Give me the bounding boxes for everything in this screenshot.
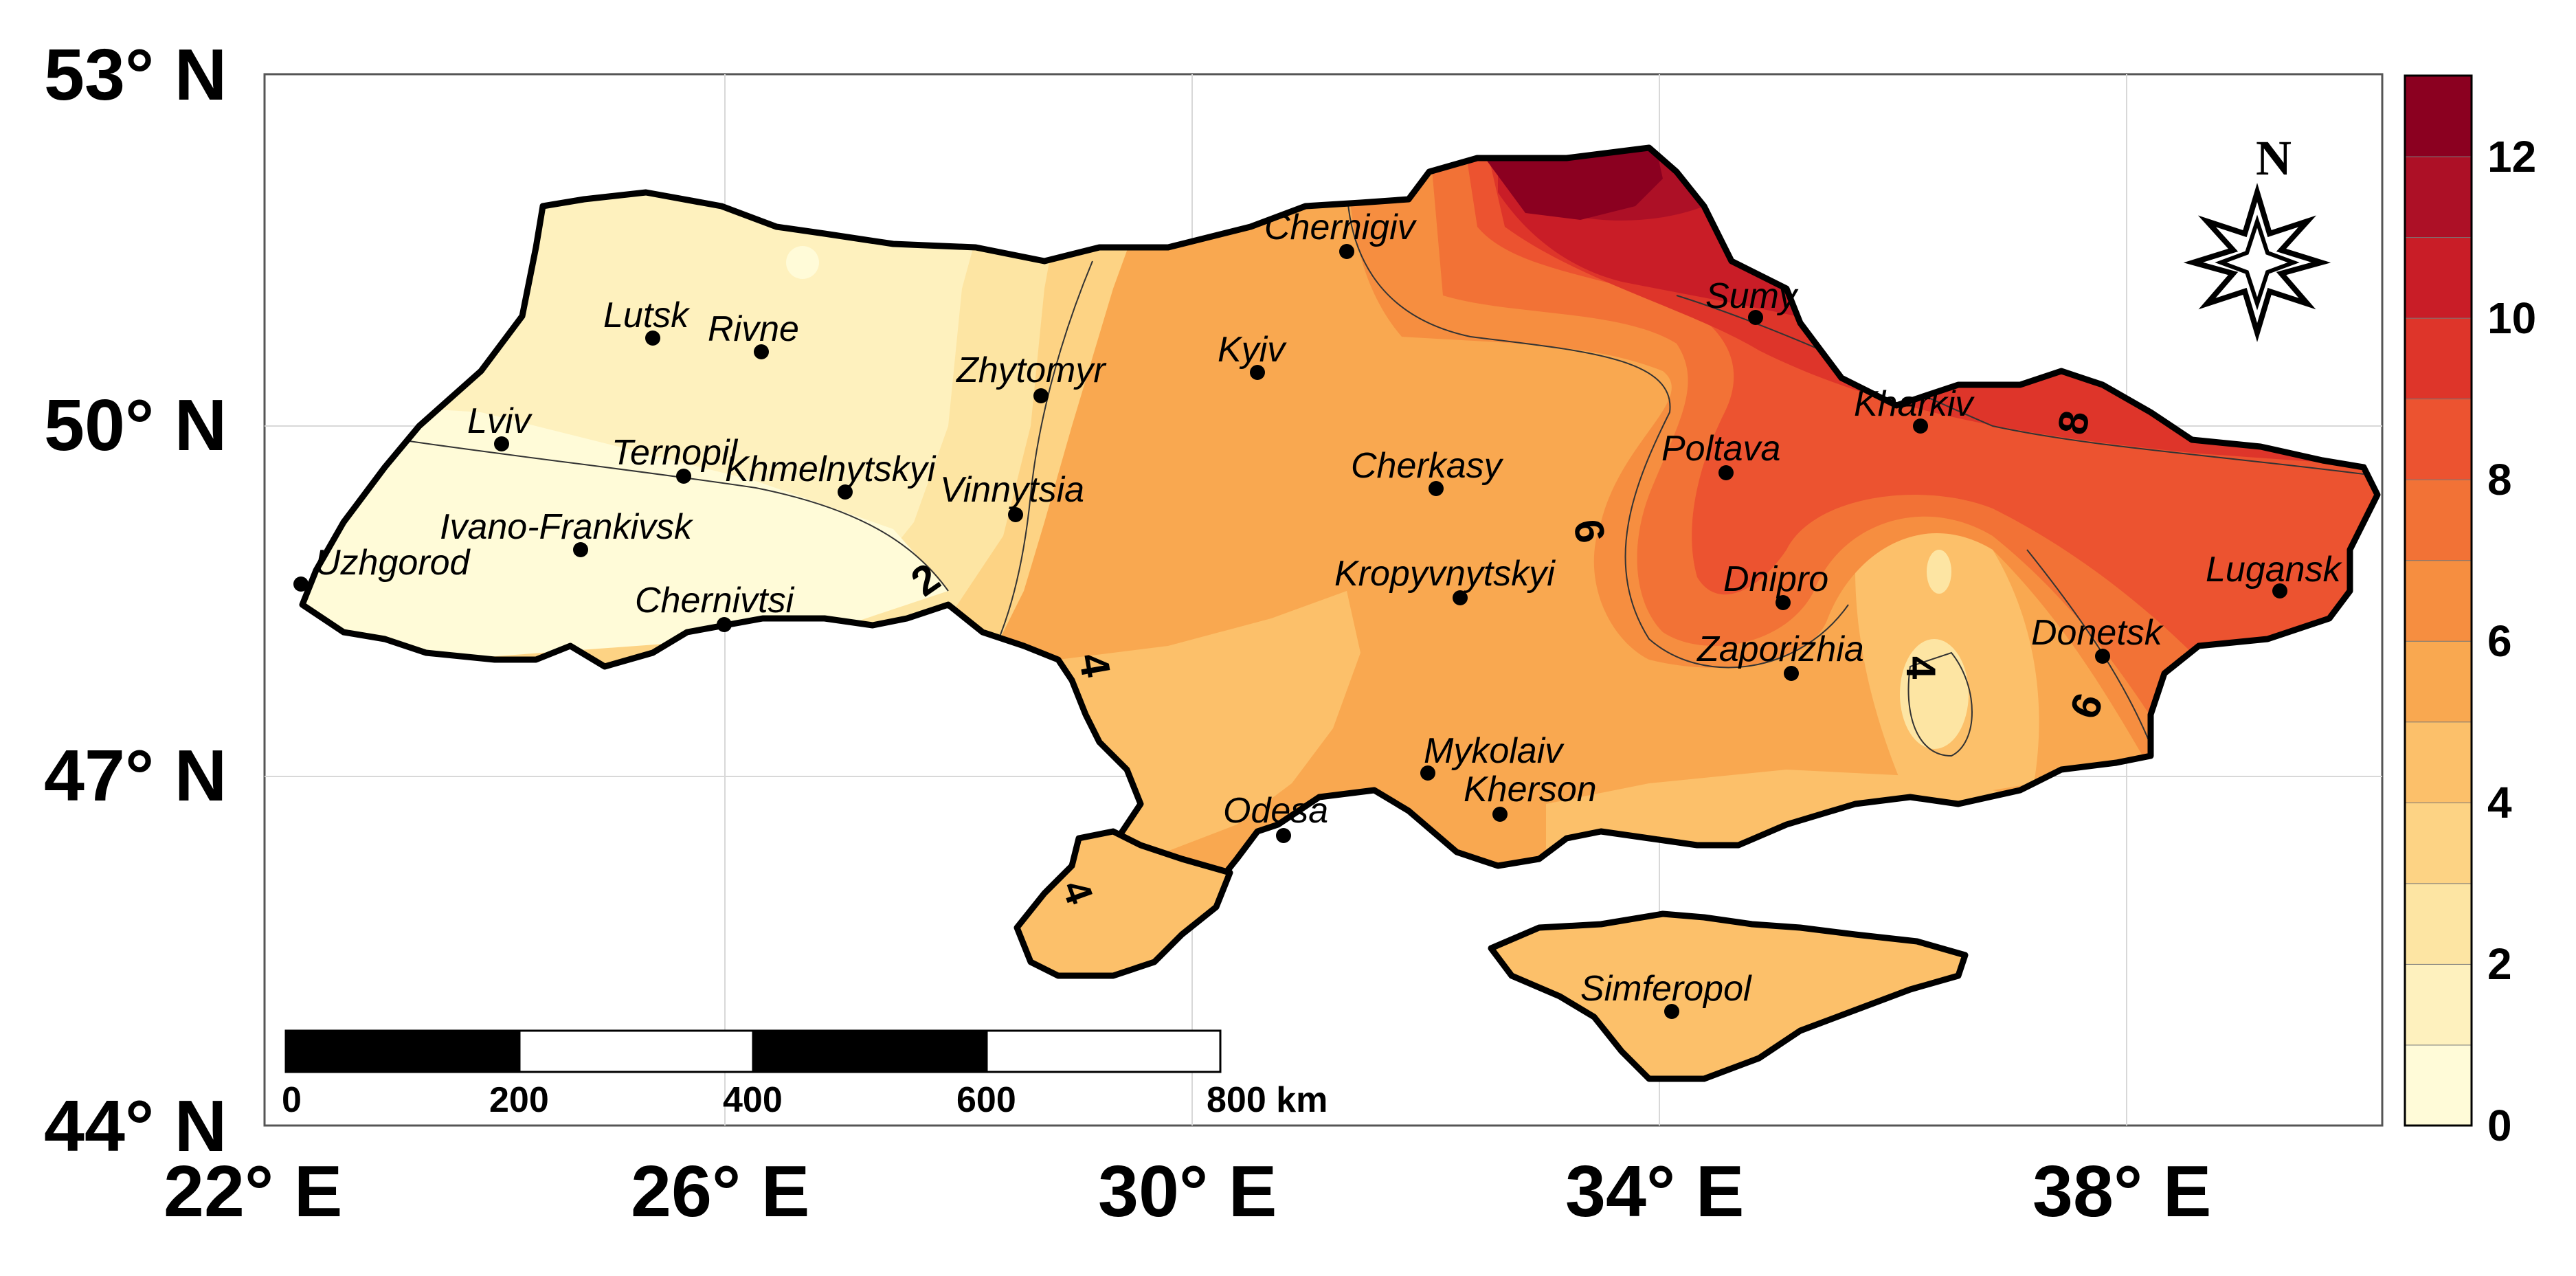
colorbar-tick-label: 12	[2487, 132, 2536, 181]
colorbar-segment	[2404, 75, 2472, 157]
cities: Chernigiv Sumy Lutsk Rivne Zhytomyr Kyiv…	[293, 208, 2343, 1019]
plot-frame	[263, 73, 2384, 1127]
colorbar-tick-label: 10	[2487, 293, 2536, 343]
x-tick-label: 30° E	[1098, 1151, 1277, 1232]
city-label-zaporizhia: Zaporizhia	[1696, 629, 1864, 669]
city-label-chernivtsi: Chernivtsi	[635, 581, 795, 620]
city-label-rivne: Rivne	[708, 309, 799, 349]
city-label-mykolaiv: Mykolaiv	[1424, 731, 1565, 771]
x-tick-label: 26° E	[631, 1151, 809, 1232]
bessarabia	[1013, 828, 1233, 979]
city-label-zhytomyr: Zhytomyr	[955, 350, 1107, 390]
city-label-kharkiv: Kharkiv	[1854, 384, 1975, 424]
city-marker-kharkiv	[1913, 418, 1928, 434]
city-marker-sumy	[1748, 310, 1763, 325]
ukraine-border	[299, 144, 2381, 945]
city-marker-lugansk	[2272, 583, 2287, 598]
city-marker-ternopil	[676, 469, 691, 484]
colorbar-segment	[2404, 882, 2472, 965]
colorbar-frame	[2404, 74, 2473, 1127]
city-marker-donetsk	[2095, 649, 2110, 664]
scale-tick-label: 600	[956, 1080, 1016, 1120]
city-marker-lviv	[494, 436, 509, 451]
city-marker-simferopol	[1664, 1004, 1679, 1019]
city-marker-uzhgorod	[293, 577, 309, 592]
north-letter: N	[2256, 131, 2292, 186]
city-label-kyiv: Kyiv	[1218, 330, 1287, 370]
x-tick-label: 22° E	[164, 1151, 342, 1232]
city-label-simferopol: Simferopol	[1580, 969, 1752, 1009]
city-marker-ivano-frankivsk	[573, 542, 588, 557]
city-label-odesa: Odesa	[1223, 791, 1328, 831]
city-marker-kyiv	[1250, 365, 1265, 380]
colorbar	[2404, 75, 2472, 1127]
city-label-lugansk: Lugansk	[2206, 550, 2343, 590]
city-marker-vinnytsia	[1008, 507, 1023, 522]
scale-tick-label: 400	[723, 1080, 783, 1120]
colorbar-segment	[2404, 236, 2472, 319]
city-label-poltava: Poltava	[1661, 429, 1780, 469]
colorbar-tick-label: 0	[2487, 1101, 2512, 1150]
y-axis-labels: 53° N 50° N 47° N 44° N	[44, 34, 227, 1167]
city-marker-kherson	[1492, 807, 1508, 822]
y-tick-label: 53° N	[44, 34, 227, 115]
colorbar-segment	[2404, 802, 2472, 884]
colorbar-segment	[2404, 398, 2472, 480]
city-marker-rivne	[754, 344, 769, 359]
colorbar-segment	[2404, 317, 2472, 400]
y-tick-label: 50° N	[44, 385, 227, 466]
city-marker-cherkasy	[1429, 481, 1444, 496]
colorbar-segment	[2404, 479, 2472, 561]
colorbar-segment	[2404, 156, 2472, 238]
city-label-dnipro: Dnipro	[1723, 559, 1828, 599]
crimea	[1488, 910, 1969, 1082]
city-marker-zhytomyr	[1033, 388, 1049, 403]
city-label-sumy: Sumy	[1705, 276, 1799, 316]
city-label-donetsk: Donetsk	[2031, 613, 2164, 653]
y-tick-label: 47° N	[44, 735, 227, 816]
city-marker-lutsk	[645, 331, 660, 346]
scale-bar: 0 200 400 600 800 km	[282, 1029, 1328, 1120]
city-label-vinnytsia: Vinnytsia	[940, 470, 1084, 510]
city-label-ternopil: Ternopil	[612, 433, 739, 473]
city-marker-chernivtsi	[717, 617, 732, 632]
scale-tick-label: 800 km	[1207, 1080, 1328, 1120]
colorbar-segment	[2404, 1044, 2472, 1127]
city-label-lutsk: Lutsk	[603, 295, 691, 335]
city-label-khmelnytskyi: Khmelnytskyi	[725, 449, 937, 489]
city-marker-poltava	[1718, 465, 1734, 480]
colorbar-tick-label: 8	[2487, 455, 2512, 504]
city-label-ivano-frankivsk: Ivano-Frankivsk	[440, 507, 694, 547]
contour-label: 4	[1898, 656, 1944, 680]
city-marker-zaporizhia	[1784, 666, 1799, 681]
city-marker-khmelnytskyi	[838, 484, 853, 500]
city-label-uzhgorod: Uzhgorod	[315, 543, 471, 583]
scale-tick-label: 200	[489, 1080, 549, 1120]
city-marker-mykolaiv	[1420, 765, 1435, 781]
colorbar-tick-label: 6	[2487, 616, 2512, 666]
colorbar-ticks: 12 10 8 6 4 2 0	[2487, 132, 2536, 1150]
city-label-chernigiv: Chernigiv	[1264, 208, 1418, 247]
city-marker-kropyvnytskyi	[1453, 590, 1468, 605]
city-label-lviv: Lviv	[467, 401, 533, 441]
x-tick-label: 34° E	[1565, 1151, 1744, 1232]
city-label-cherkasy: Cherkasy	[1351, 446, 1504, 486]
colorbar-segment	[2404, 640, 2472, 723]
city-marker-odesa	[1276, 828, 1291, 843]
city-label-kherson: Kherson	[1464, 770, 1597, 809]
city-marker-dnipro	[1776, 595, 1791, 610]
y-tick-label: 44° N	[44, 1086, 227, 1167]
colorbar-segment	[2404, 559, 2472, 642]
colorbar-segment	[2404, 963, 2472, 1046]
city-label-kropyvnytskyi: Kropyvnytskyi	[1334, 554, 1556, 594]
x-tick-label: 38° E	[2032, 1151, 2211, 1232]
scale-tick-label: 0	[282, 1080, 302, 1120]
colorbar-segment	[2404, 721, 2472, 803]
colorbar-tick-label: 2	[2487, 939, 2512, 989]
north-arrow: N	[2183, 131, 2331, 342]
colorbar-tick-label: 4	[2487, 778, 2512, 827]
x-axis-labels: 22° E 26° E 30° E 34° E 38° E	[164, 1151, 2211, 1232]
city-marker-chernigiv	[1339, 244, 1354, 259]
